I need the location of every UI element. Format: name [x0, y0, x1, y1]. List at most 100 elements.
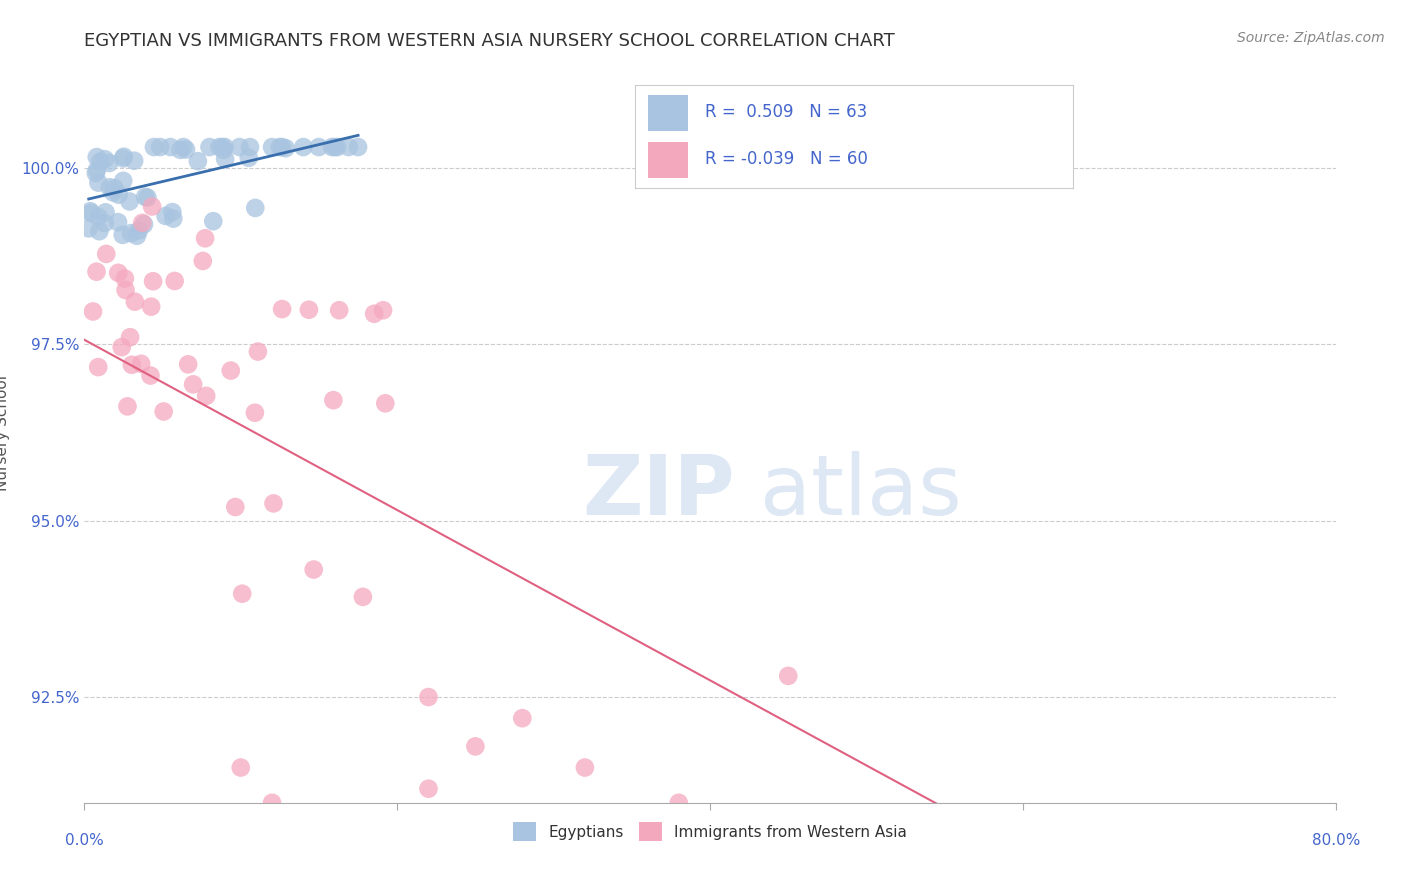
Point	[86, 265, 108, 279]
Point	[122, 153, 145, 168]
Point	[159, 140, 181, 154]
Point	[141, 199, 163, 213]
Point	[229, 760, 252, 774]
Point	[142, 274, 165, 288]
Point	[239, 140, 262, 154]
Point	[202, 214, 225, 228]
Point	[246, 344, 269, 359]
Point	[94, 153, 117, 167]
Point	[177, 357, 200, 371]
Point	[79, 204, 101, 219]
Point	[302, 562, 325, 576]
Point	[117, 400, 139, 414]
Point	[77, 221, 100, 235]
Point	[224, 500, 246, 514]
Point	[271, 302, 294, 317]
Point	[211, 140, 233, 154]
Point	[574, 760, 596, 774]
Point	[668, 796, 690, 810]
Point	[262, 796, 284, 810]
Point	[321, 140, 343, 154]
Point	[219, 363, 242, 377]
Point	[231, 587, 253, 601]
Point	[111, 340, 134, 354]
Point	[308, 140, 330, 154]
Point	[194, 231, 217, 245]
Point	[162, 205, 184, 219]
Point	[89, 154, 111, 169]
Point	[80, 206, 103, 220]
Text: ZIP: ZIP	[582, 451, 735, 533]
Point	[87, 360, 110, 375]
Point	[121, 358, 143, 372]
Point	[128, 223, 150, 237]
Point	[152, 404, 174, 418]
Point	[418, 781, 440, 796]
Point	[82, 304, 104, 318]
Point	[142, 140, 165, 154]
Point	[114, 271, 136, 285]
Point	[464, 739, 486, 754]
Point	[101, 186, 124, 200]
Point	[354, 866, 377, 880]
Point	[89, 224, 111, 238]
Point	[214, 152, 236, 166]
Point	[274, 141, 297, 155]
Point	[512, 711, 534, 725]
Point	[322, 393, 344, 408]
Point	[187, 154, 209, 169]
Point	[112, 152, 135, 166]
Point	[934, 161, 956, 176]
Point	[98, 180, 121, 194]
Point	[94, 205, 117, 219]
Point	[191, 254, 214, 268]
Point	[120, 226, 142, 240]
Text: Source: ZipAtlas.com: Source: ZipAtlas.com	[1237, 31, 1385, 45]
Point	[112, 150, 135, 164]
Point	[243, 406, 266, 420]
Point	[208, 140, 231, 154]
Point	[120, 330, 142, 344]
Point	[778, 669, 800, 683]
Point	[86, 163, 108, 178]
Point	[136, 190, 159, 204]
Point	[94, 216, 117, 230]
Point	[125, 228, 148, 243]
Point	[162, 211, 184, 226]
Point	[228, 140, 250, 154]
Point	[292, 140, 315, 154]
Text: 80.0%: 80.0%	[1312, 833, 1360, 848]
Point	[195, 389, 218, 403]
Point	[198, 140, 221, 154]
Point	[169, 143, 191, 157]
Point	[172, 140, 194, 154]
Point	[139, 368, 162, 383]
Point	[163, 274, 186, 288]
Point	[512, 810, 534, 824]
Point	[129, 357, 152, 371]
Point	[181, 377, 204, 392]
Point	[84, 166, 107, 180]
Point	[111, 227, 134, 242]
Point	[86, 150, 108, 164]
Point	[214, 140, 236, 154]
Point	[263, 496, 285, 510]
Point	[212, 143, 235, 157]
Text: 0.0%: 0.0%	[65, 833, 104, 848]
Point	[107, 187, 129, 202]
Point	[104, 181, 127, 195]
Point	[112, 174, 135, 188]
Point	[98, 156, 121, 170]
Point	[149, 140, 172, 154]
Point	[371, 303, 394, 318]
Point	[132, 217, 155, 231]
Point	[114, 283, 136, 297]
Point	[347, 140, 370, 154]
Point	[87, 176, 110, 190]
Point	[87, 210, 110, 224]
Point	[262, 140, 284, 154]
Point	[134, 190, 156, 204]
Text: EGYPTIAN VS IMMIGRANTS FROM WESTERN ASIA NURSERY SCHOOL CORRELATION CHART: EGYPTIAN VS IMMIGRANTS FROM WESTERN ASIA…	[84, 32, 896, 50]
Point	[238, 151, 260, 165]
Point	[141, 300, 163, 314]
